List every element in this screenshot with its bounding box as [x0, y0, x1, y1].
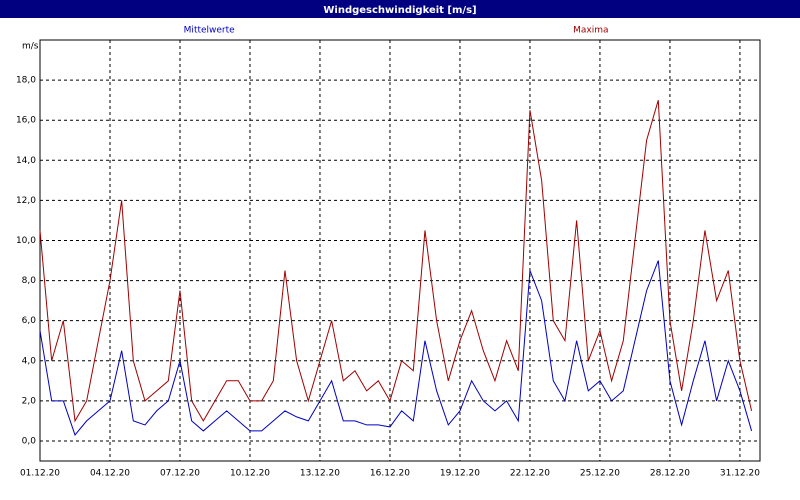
- x-tick-label: 13.12.20: [300, 469, 340, 479]
- y-axis-label: m/s: [22, 42, 39, 52]
- title-bar: [0, 0, 800, 18]
- x-tick-label: 16.12.20: [370, 469, 410, 479]
- x-tick-label: 31.12.20: [720, 469, 760, 479]
- x-tick-label: 25.12.20: [580, 469, 620, 479]
- y-tick-label: 14,0: [16, 156, 36, 166]
- x-tick-label: 28.12.20: [650, 469, 690, 479]
- y-tick-label: 10,0: [16, 236, 36, 246]
- y-tick-label: 2,0: [22, 396, 37, 406]
- plot-area: [39, 39, 761, 462]
- x-tick-label: 10.12.20: [230, 469, 270, 479]
- x-tick-label: 07.12.20: [160, 469, 200, 479]
- series-line: [39, 260, 753, 436]
- x-tick-label: 01.12.20: [20, 469, 60, 479]
- chart-title: Windgeschwindigkeit [m/s]: [323, 5, 476, 16]
- y-tick-label: 0,0: [22, 436, 37, 446]
- y-tick-label: 6,0: [22, 316, 37, 326]
- x-tick-label: 19.12.20: [440, 469, 480, 479]
- legend-entry: Mittelwerte: [184, 26, 235, 36]
- y-tick-label: 4,0: [22, 356, 37, 366]
- x-tick-label: 22.12.20: [510, 469, 550, 479]
- y-tick-label: 16,0: [16, 116, 36, 126]
- legend-entry: Maxima: [573, 26, 608, 36]
- series-line: [39, 100, 753, 423]
- y-tick-label: 8,0: [22, 276, 37, 286]
- y-tick-label: 18,0: [16, 76, 36, 86]
- y-tick-label: 12,0: [16, 196, 36, 206]
- x-tick-label: 04.12.20: [90, 469, 130, 479]
